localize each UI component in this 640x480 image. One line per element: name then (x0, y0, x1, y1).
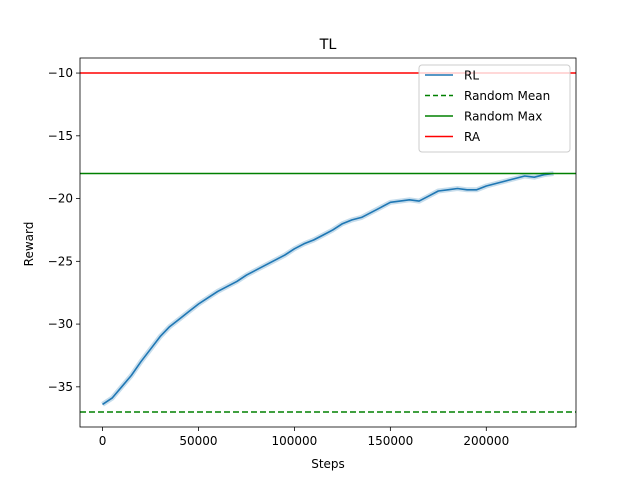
x-axis-label: Steps (311, 457, 345, 471)
legend: RL Random Mean Random Max RA (418, 64, 571, 153)
x-tick-label: 0 (99, 434, 107, 448)
x-tick-label: 50000 (179, 434, 217, 448)
y-tick-label: −10 (48, 66, 73, 80)
y-tick-label: −35 (48, 380, 73, 394)
y-tick-label: −25 (48, 254, 73, 268)
legend-label-ra: RA (464, 130, 481, 144)
legend-label-random-mean: Random Mean (464, 89, 550, 103)
x-tick-label: 150000 (367, 434, 413, 448)
y-axis-label: Reward (22, 222, 36, 267)
x-tick-label: 100000 (272, 434, 318, 448)
chart-title: TL (319, 37, 337, 53)
y-tick-label: −20 (48, 192, 73, 206)
y-tick-label: −30 (48, 317, 73, 331)
legend-label-random-max: Random Max (464, 110, 542, 124)
legend-box (418, 64, 571, 153)
legend-label-rl: RL (464, 69, 479, 83)
y-tick-label: −15 (48, 129, 73, 143)
plot-frame (79, 57, 577, 428)
x-tick-label: 200000 (463, 434, 509, 448)
series-rl-line (102, 172, 554, 406)
